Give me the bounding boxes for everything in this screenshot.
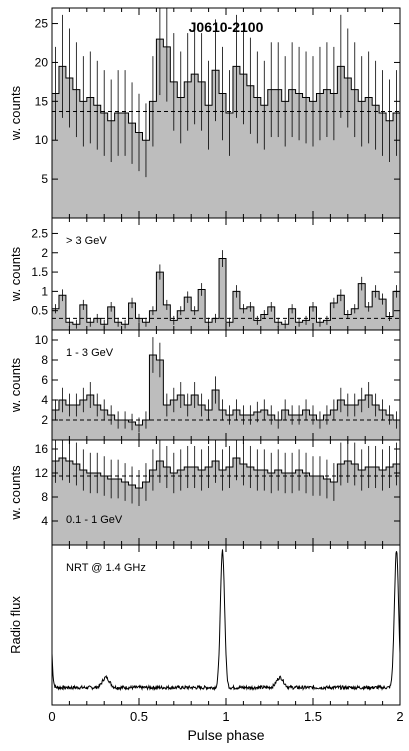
- y-tick-label: 15: [35, 94, 49, 108]
- panel-annotation: J0610-2100: [189, 19, 264, 35]
- y-tick-label: 0.5: [31, 304, 48, 318]
- y-tick-label: 12: [35, 466, 49, 480]
- y-tick-label: 2: [41, 413, 48, 427]
- x-tick-label: 2: [396, 709, 403, 724]
- histogram-fill-0: [52, 39, 400, 218]
- y-axis-label: w. counts: [8, 85, 23, 141]
- y-tick-label: 5: [41, 172, 48, 186]
- y-axis-label: Radio flux: [8, 596, 23, 654]
- radio-flux-line: [51, 549, 401, 692]
- histogram-outline-0: [52, 38, 400, 141]
- x-axis-label: Pulse phase: [187, 727, 264, 743]
- panel-annotation: NRT @ 1.4 GHz: [66, 562, 146, 574]
- y-tick-label: 8: [41, 353, 48, 367]
- panel-3: 4 8 12 16 w. counts 0.1 - 1 GeV: [8, 439, 401, 546]
- y-tick-label: 10: [35, 133, 49, 147]
- x-tick-label: 0: [48, 709, 55, 724]
- x-tick-label: 0.5: [130, 709, 148, 724]
- y-tick-label: 16: [35, 442, 49, 456]
- y-tick-label: 25: [35, 17, 49, 31]
- y-tick-label: 10: [35, 333, 49, 347]
- y-tick-label: 6: [41, 373, 48, 387]
- panel-annotation: 0.1 - 1 GeV: [66, 514, 123, 526]
- y-tick-label: 2.5: [31, 226, 48, 240]
- panel-1: 0.5 1 1.5 2 2.5 w. counts > 3 GeV: [8, 217, 401, 331]
- y-axis-label: w. counts: [8, 357, 23, 413]
- panel-annotation: > 3 GeV: [66, 235, 107, 247]
- panel-0: 5 10 15 20 25 w. counts J0610-2100: [8, 7, 401, 219]
- x-axis: Pulse phase 0 0.5 1 1.5 2: [48, 709, 403, 743]
- panel-2: 2 4 6 8 10 w. counts 1 - 3 GeV: [8, 329, 401, 441]
- histogram-outline-2: [52, 354, 400, 426]
- panel-annotation: 1 - 3 GeV: [66, 347, 114, 359]
- y-tick-label: 4: [41, 393, 48, 407]
- y-axis-label: w. counts: [8, 246, 23, 302]
- x-tick-label: 1: [222, 709, 229, 724]
- y-axis-label: w. counts: [8, 465, 23, 521]
- y-tick-label: 4: [41, 514, 48, 528]
- x-tick-label: 1.5: [304, 709, 322, 724]
- y-tick-label: 1.5: [31, 265, 48, 279]
- y-tick-label: 8: [41, 490, 48, 504]
- histogram-outline-3: [52, 457, 400, 489]
- y-tick-label: 20: [35, 55, 49, 69]
- y-tick-label: 1: [41, 284, 48, 298]
- panel-4: Radio flux NRT @ 1.4 GHz: [8, 544, 401, 706]
- panels-group: 5 10 15 20 25 w. counts J0610-2100 0.5 1 1.5 2 2.5 w…: [8, 7, 401, 706]
- y-tick-label: 2: [41, 246, 48, 260]
